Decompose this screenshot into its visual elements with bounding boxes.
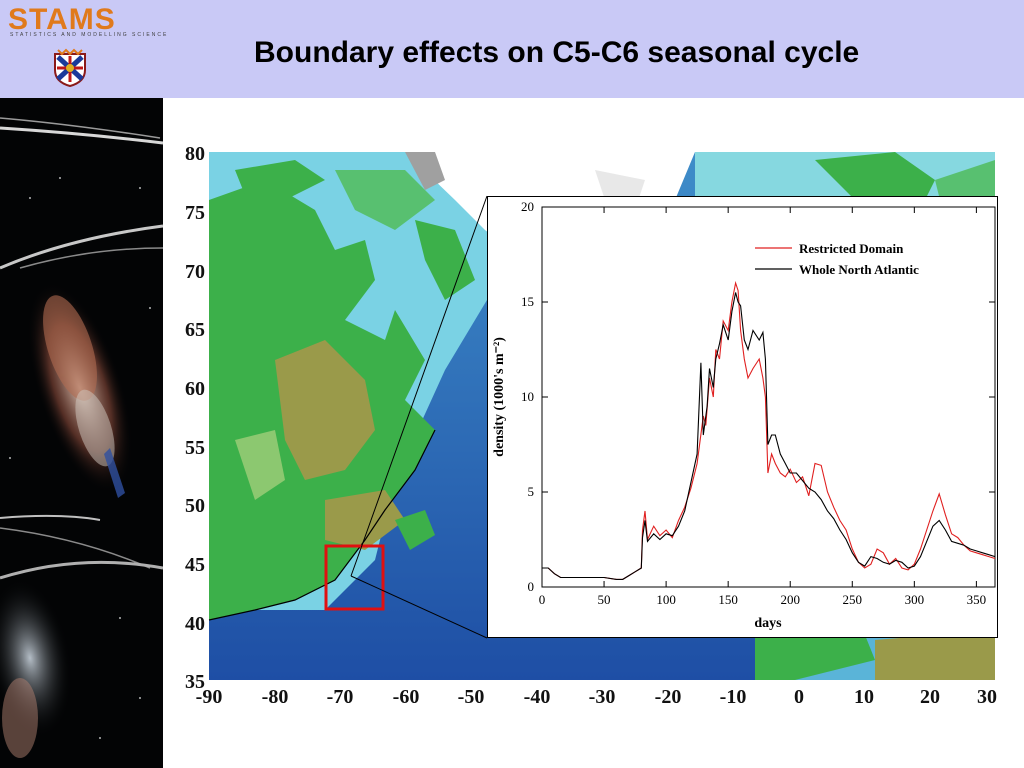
map-x-tick: -80 (262, 686, 289, 708)
y-tick-label: 10 (521, 389, 534, 404)
map-y-tick: 75 (185, 202, 205, 224)
legend-label-restricted: Restricted Domain (799, 241, 904, 256)
x-axis-label: days (754, 616, 782, 631)
y-tick-label: 5 (528, 484, 535, 499)
legend: Restricted Domain Whole North Atlantic (755, 241, 919, 277)
map-y-tick: 65 (185, 319, 205, 341)
map-y-tick: 35 (185, 671, 205, 693)
map-x-tick: 30 (977, 686, 997, 708)
map-y-tick: 60 (185, 378, 205, 400)
map-x-tick: -50 (458, 686, 485, 708)
zoom-connector-line (350, 575, 488, 639)
x-tick-label: 100 (656, 592, 676, 607)
series-line-whole-north-atlantic (542, 292, 996, 580)
map-x-tick: -70 (327, 686, 354, 708)
y-axis-label: density (1000's m⁻²) (492, 337, 507, 457)
stams-logo-text: STAMS (8, 3, 116, 36)
x-tick-label: 300 (905, 592, 925, 607)
y-tick-label: 0 (528, 579, 535, 594)
y-tick-label: 20 (521, 199, 534, 214)
map-y-ticks: 80 75 70 65 60 55 50 45 40 35 (185, 143, 205, 693)
x-tick-label: 200 (780, 592, 800, 607)
map-x-tick: -10 (720, 686, 747, 708)
map-x-ticks: -90 -80 -70 -60 -50 -40 -30 -20 -10 0 10… (196, 686, 997, 708)
restricted-domain-box (324, 544, 385, 611)
university-crest-icon (54, 48, 86, 88)
copepod-photo (0, 98, 163, 768)
header-bar: STAMS STATISTICS AND MODELLING SCIENCE B… (0, 0, 1024, 98)
map-x-tick: -30 (589, 686, 616, 708)
map-y-tick: 55 (185, 437, 205, 459)
page-title: Boundary effects on C5-C6 seasonal cycle (254, 36, 860, 69)
map-y-tick: 45 (185, 554, 205, 576)
x-tick-label: 50 (598, 592, 611, 607)
map-x-tick: 0 (794, 686, 804, 708)
y-tick-label: 15 (521, 294, 534, 309)
series-line-restricted-domain (542, 280, 996, 580)
map-x-tick: -40 (524, 686, 551, 708)
x-tick-label: 0 (539, 592, 546, 607)
map-x-tick: 20 (920, 686, 940, 708)
x-tick-label: 350 (967, 592, 987, 607)
map-x-tick: -90 (196, 686, 223, 708)
map-y-tick: 50 (185, 495, 205, 517)
map-x-tick: -20 (655, 686, 682, 708)
x-tick-label: 250 (843, 592, 863, 607)
x-tick-label: 150 (718, 592, 738, 607)
density-chart: 0 50 100 150 200 250 300 350 0 5 10 15 20 days densi… (487, 196, 998, 638)
chart-background (487, 196, 998, 638)
legend-label-whole: Whole North Atlantic (799, 262, 919, 277)
map-y-tick: 70 (185, 261, 205, 283)
map-x-tick: -60 (393, 686, 420, 708)
map-y-tick: 40 (185, 613, 205, 635)
stams-logo-subtext: STATISTICS AND MODELLING SCIENCE (10, 32, 169, 38)
map-x-tick: 10 (854, 686, 874, 708)
map-y-tick: 80 (185, 143, 205, 165)
zoom-connector-line (350, 195, 488, 577)
